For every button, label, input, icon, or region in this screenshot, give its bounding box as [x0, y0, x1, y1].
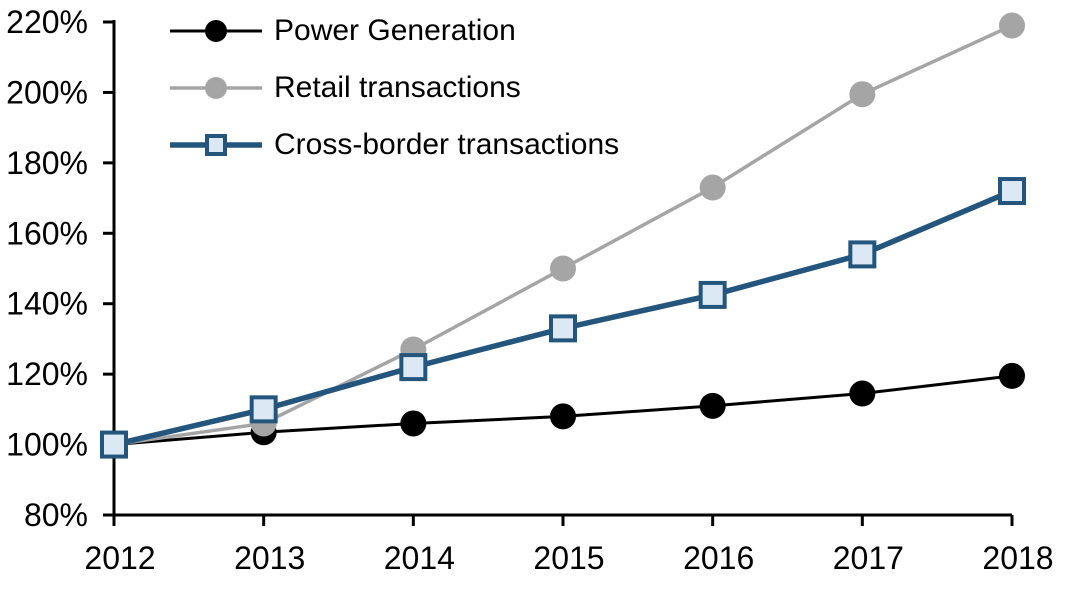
data-point-marker	[849, 380, 876, 407]
data-point-marker	[849, 81, 876, 108]
data-point-marker	[699, 174, 726, 201]
x-tick-label: 2014	[384, 540, 455, 576]
legend-label-power-generation: Power Generation	[274, 13, 516, 47]
y-tick-label: 120%	[6, 356, 88, 392]
legend-item-retail-transactions: Retail transactions	[168, 59, 619, 116]
y-tick-label: 80%	[24, 497, 88, 533]
legend-label-retail-transactions: Retail transactions	[274, 70, 521, 104]
y-tick-label: 180%	[6, 145, 88, 181]
legend-label-cross-border-transactions: Cross-border transactions	[274, 127, 620, 161]
data-point-marker	[550, 255, 576, 282]
data-point-marker	[400, 410, 427, 437]
y-tick-label: 140%	[6, 286, 88, 322]
data-point-marker	[699, 392, 726, 419]
legend-marker-glyph	[205, 76, 227, 99]
x-tick-label: 2018	[982, 540, 1053, 576]
legend-marker-retail-transactions	[170, 76, 262, 99]
data-point-marker	[999, 362, 1025, 389]
legend-item-cross-border-transactions: Cross-border transactions	[168, 116, 619, 173]
legend-marker-glyph	[205, 133, 227, 156]
data-point-marker	[698, 280, 727, 309]
x-tick-label: 2013	[234, 540, 305, 576]
data-point-marker	[999, 12, 1025, 39]
axes: 80% 100% 120% 140% 160% 180% 200% 220% 2012 2013 2…	[6, 4, 1053, 576]
series-power-generation	[101, 362, 1025, 458]
legend-item-power-generation: Power Generation	[168, 2, 619, 59]
legend-marker-glyph	[205, 19, 227, 42]
legend-marker-power-generation	[170, 19, 262, 42]
y-tick-label: 100%	[6, 427, 88, 463]
legend: Power Generation Retail transactions Cro…	[168, 2, 619, 173]
x-tick-label: 2012	[84, 540, 155, 576]
y-tick-label: 160%	[6, 215, 88, 251]
data-point-marker	[549, 314, 577, 343]
x-tick-label: 2015	[533, 540, 604, 576]
y-tick-label: 200%	[6, 74, 88, 110]
y-tick-label: 220%	[6, 4, 88, 40]
data-point-marker	[100, 430, 128, 459]
series-cross-border-transactions	[100, 177, 1026, 459]
x-tick-label: 2017	[833, 540, 904, 576]
legend-marker-cross-border-transactions	[170, 133, 262, 156]
data-point-marker	[848, 240, 877, 269]
data-point-marker	[550, 403, 576, 430]
x-tick-label: 2016	[683, 540, 754, 576]
data-point-marker	[399, 353, 428, 382]
data-point-marker	[249, 395, 278, 424]
data-point-marker	[998, 177, 1026, 206]
